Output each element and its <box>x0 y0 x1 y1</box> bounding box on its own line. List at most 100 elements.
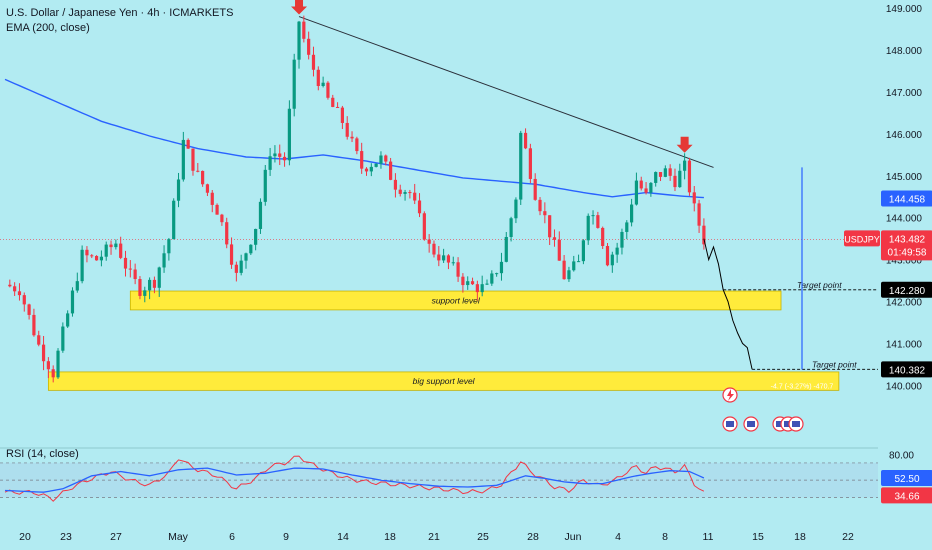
candle-body <box>8 284 12 287</box>
candle-body <box>119 243 123 258</box>
candle <box>321 76 325 88</box>
candle <box>128 260 132 278</box>
candle <box>104 241 108 261</box>
time-tick-label: 14 <box>337 531 349 543</box>
candle <box>495 272 499 277</box>
candle <box>278 144 282 166</box>
target-1-price-label-bg <box>881 281 932 298</box>
last-price-label-text: 143.482 <box>889 234 926 245</box>
candle-body <box>273 153 277 157</box>
candle <box>225 217 229 249</box>
candle-body <box>335 106 340 108</box>
big-support-level-label: big support level <box>413 376 476 386</box>
candle <box>384 154 388 166</box>
candle <box>408 189 412 199</box>
candle-body <box>326 82 330 98</box>
symbol-tag-bg <box>844 230 880 247</box>
candle <box>417 193 422 218</box>
candle-body <box>360 151 364 169</box>
target-2-price-label: 140.382 <box>881 361 932 378</box>
candle-body <box>263 169 267 202</box>
candle <box>99 250 103 267</box>
rsi-ma-line <box>4 467 705 493</box>
price-tick-label: 142.000 <box>886 298 923 309</box>
candle <box>687 157 692 196</box>
candle <box>331 94 335 108</box>
candle <box>316 66 320 91</box>
candle-body <box>586 215 590 241</box>
candle-body <box>649 182 653 193</box>
candle <box>287 100 291 166</box>
candle <box>596 211 600 229</box>
time-tick-label: Jun <box>565 531 582 543</box>
candle <box>528 143 532 184</box>
price-tick-label: 140.000 <box>886 381 923 392</box>
candle <box>634 172 639 206</box>
candle <box>114 239 118 250</box>
candle-body <box>287 108 291 161</box>
candle <box>297 20 301 69</box>
candle-body <box>625 222 629 232</box>
candle <box>51 365 55 383</box>
candle <box>562 255 566 280</box>
candle <box>557 231 561 261</box>
candle-body <box>393 179 398 190</box>
last-price-label-text: 01:49:58 <box>888 247 927 258</box>
candle <box>75 272 79 293</box>
candle-body <box>572 261 576 271</box>
candle-body <box>292 59 296 109</box>
candle-body <box>94 255 99 261</box>
price-tick-label: 146.000 <box>886 130 923 141</box>
candle-body <box>466 281 470 286</box>
candle-body <box>552 237 557 240</box>
candle-body <box>234 264 238 273</box>
candle-body <box>495 273 499 275</box>
candle-body <box>683 160 687 171</box>
candle <box>138 276 142 300</box>
candle <box>17 283 22 301</box>
candle <box>360 142 364 174</box>
candle <box>181 131 185 182</box>
candle <box>80 245 84 284</box>
candle <box>403 189 407 201</box>
candle-body <box>220 214 224 223</box>
candle-body <box>350 136 354 139</box>
candle-body <box>46 361 50 370</box>
rsi-value-label-text: 34.66 <box>894 491 919 502</box>
support-level-zone <box>129 290 782 311</box>
candle-body <box>562 260 566 280</box>
candle-body <box>162 253 166 268</box>
candle <box>258 198 263 234</box>
candle-body <box>620 231 624 248</box>
ema-legend: EMA (200, close) <box>6 22 90 34</box>
candle <box>94 255 99 261</box>
candle <box>152 276 157 294</box>
candle-body <box>644 188 648 193</box>
candle <box>692 185 696 212</box>
candle <box>519 130 523 205</box>
candle-body <box>316 69 320 87</box>
candle-body <box>41 344 46 362</box>
time-tick-label: 18 <box>794 531 806 543</box>
candle-body <box>543 211 547 216</box>
candle-body <box>451 262 455 264</box>
candle <box>673 168 677 192</box>
candle <box>504 232 508 263</box>
candle-body <box>239 260 243 273</box>
candle-body <box>634 180 639 205</box>
candle <box>254 228 258 251</box>
candle-body <box>639 180 643 189</box>
candle-body <box>591 215 595 217</box>
ema-price-label: 144.458 <box>881 190 932 207</box>
big-support-level-zone <box>47 371 840 391</box>
time-tick-label: 25 <box>477 531 489 543</box>
support-level-label: support level <box>432 295 481 305</box>
last-price-label: 143.482 01:49:58 <box>881 230 932 261</box>
candle-body <box>403 192 407 194</box>
target-point-label: Target point <box>797 280 842 290</box>
candle-body <box>244 253 248 261</box>
candle <box>649 181 653 197</box>
candle <box>683 153 687 180</box>
candle-body <box>548 215 552 238</box>
